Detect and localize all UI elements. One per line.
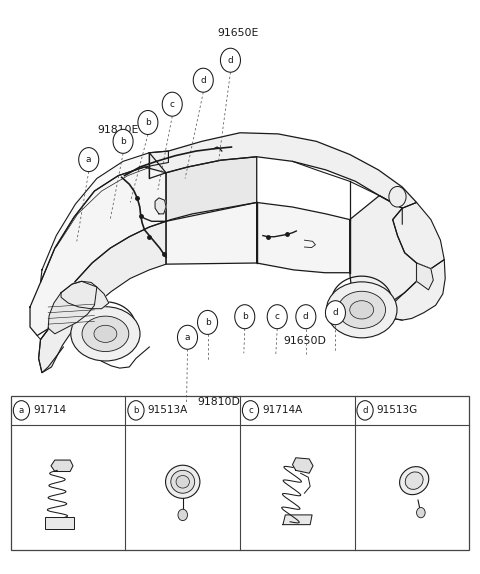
Polygon shape bbox=[166, 157, 257, 222]
Circle shape bbox=[128, 401, 144, 420]
Circle shape bbox=[113, 129, 133, 153]
Text: d: d bbox=[200, 76, 206, 85]
Polygon shape bbox=[38, 222, 166, 373]
Text: c: c bbox=[275, 312, 280, 321]
Polygon shape bbox=[61, 281, 109, 309]
Text: c: c bbox=[248, 406, 253, 415]
Text: 91810E: 91810E bbox=[97, 125, 139, 135]
Text: 91810D: 91810D bbox=[197, 397, 240, 408]
Text: 91513A: 91513A bbox=[147, 405, 188, 416]
Polygon shape bbox=[417, 263, 433, 290]
Text: b: b bbox=[204, 318, 210, 327]
Ellipse shape bbox=[399, 467, 429, 495]
Circle shape bbox=[178, 325, 198, 349]
Circle shape bbox=[242, 401, 259, 420]
Text: b: b bbox=[242, 312, 248, 321]
Polygon shape bbox=[283, 515, 312, 525]
Circle shape bbox=[235, 305, 255, 329]
Circle shape bbox=[357, 401, 373, 420]
Text: 91650E: 91650E bbox=[217, 28, 258, 38]
Circle shape bbox=[417, 507, 425, 518]
Text: b: b bbox=[133, 406, 139, 415]
Text: b: b bbox=[145, 118, 151, 127]
Bar bbox=[11, 395, 469, 550]
Circle shape bbox=[389, 187, 406, 207]
Ellipse shape bbox=[405, 472, 423, 490]
Ellipse shape bbox=[94, 325, 117, 343]
Text: d: d bbox=[333, 308, 338, 317]
Polygon shape bbox=[350, 196, 417, 317]
Text: a: a bbox=[86, 155, 92, 164]
Ellipse shape bbox=[82, 316, 129, 351]
Ellipse shape bbox=[326, 282, 397, 338]
Text: 91714: 91714 bbox=[33, 405, 66, 416]
Text: a: a bbox=[185, 333, 190, 342]
Ellipse shape bbox=[166, 465, 200, 498]
Circle shape bbox=[220, 48, 240, 72]
Polygon shape bbox=[292, 458, 313, 473]
Text: a: a bbox=[19, 406, 24, 415]
Circle shape bbox=[296, 305, 316, 329]
Polygon shape bbox=[166, 203, 257, 264]
Ellipse shape bbox=[71, 307, 140, 361]
Polygon shape bbox=[40, 151, 168, 282]
Ellipse shape bbox=[176, 475, 190, 488]
Circle shape bbox=[325, 301, 346, 325]
Circle shape bbox=[162, 92, 182, 116]
Text: 91513G: 91513G bbox=[376, 405, 418, 416]
Ellipse shape bbox=[350, 301, 373, 319]
Polygon shape bbox=[393, 203, 444, 269]
Ellipse shape bbox=[171, 470, 195, 493]
Polygon shape bbox=[51, 460, 73, 471]
Polygon shape bbox=[48, 281, 97, 334]
Text: b: b bbox=[120, 137, 126, 146]
Circle shape bbox=[138, 110, 158, 134]
Circle shape bbox=[267, 305, 287, 329]
Text: 91650D: 91650D bbox=[283, 336, 326, 346]
Circle shape bbox=[178, 509, 188, 521]
Text: c: c bbox=[170, 100, 175, 108]
Polygon shape bbox=[383, 259, 445, 320]
Circle shape bbox=[13, 401, 30, 420]
Text: 91714A: 91714A bbox=[262, 405, 302, 416]
Ellipse shape bbox=[338, 291, 385, 328]
Circle shape bbox=[198, 311, 217, 335]
Circle shape bbox=[193, 68, 213, 92]
Circle shape bbox=[79, 148, 99, 172]
Text: d: d bbox=[303, 312, 309, 321]
Text: d: d bbox=[362, 406, 368, 415]
Polygon shape bbox=[30, 167, 166, 336]
Polygon shape bbox=[155, 198, 166, 214]
Polygon shape bbox=[257, 203, 350, 273]
Polygon shape bbox=[149, 133, 417, 208]
Text: d: d bbox=[228, 56, 233, 65]
Bar bbox=[45, 517, 74, 529]
